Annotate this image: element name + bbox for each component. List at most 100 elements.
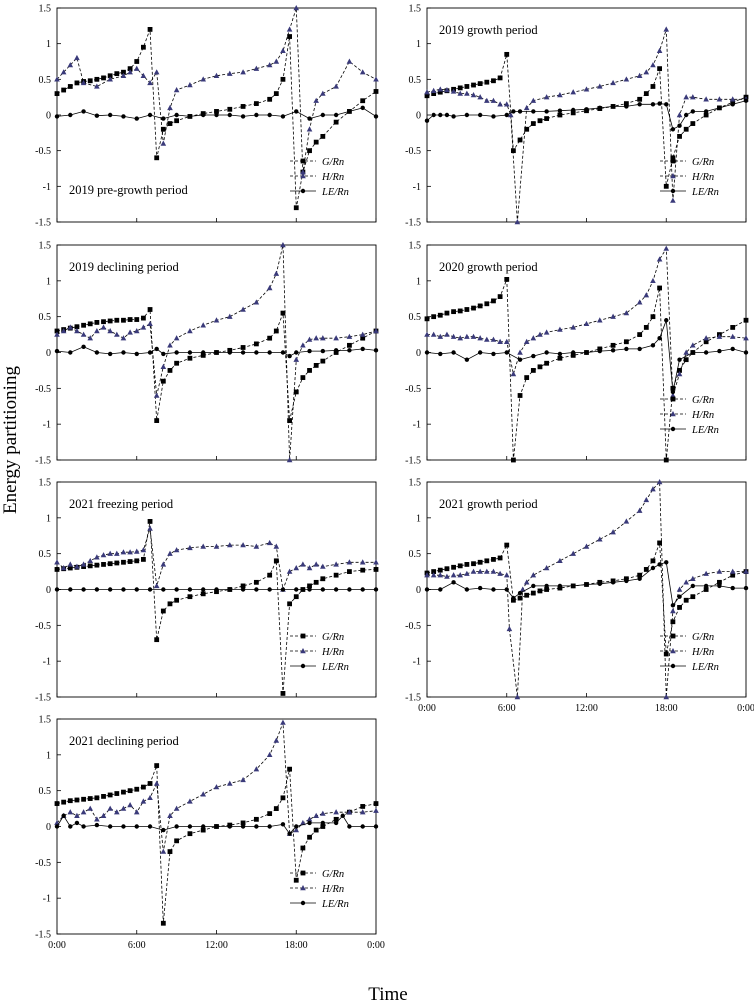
data-point-h <box>596 317 603 323</box>
data-point-h <box>153 780 160 786</box>
data-point-h <box>127 69 133 75</box>
data-point-le <box>511 595 516 601</box>
data-point-g <box>74 80 80 86</box>
data-point-h <box>470 568 477 574</box>
data-point-le <box>491 587 496 592</box>
x-tick-label: 0:00 <box>418 703 436 714</box>
data-point-g <box>121 559 126 565</box>
data-point-g <box>484 558 490 564</box>
data-point-le <box>451 114 456 119</box>
data-point-le <box>743 585 749 591</box>
panel-title: 2021 freezing period <box>69 497 174 511</box>
data-point-le <box>424 118 430 123</box>
legend-marker <box>670 648 676 654</box>
data-point-g <box>537 588 543 594</box>
data-point-g <box>670 619 676 625</box>
data-point-g <box>160 126 166 132</box>
data-point-g <box>273 558 279 564</box>
data-point-g <box>147 781 153 786</box>
data-point-g <box>457 563 463 569</box>
data-point-le <box>107 587 113 592</box>
data-point-g <box>360 804 366 809</box>
data-point-le <box>347 587 352 592</box>
data-point-h <box>703 335 709 341</box>
data-point-h <box>147 320 153 327</box>
data-point-le <box>187 114 193 119</box>
data-point-g <box>107 318 113 324</box>
data-point-h <box>703 96 709 102</box>
x-tick-label: 0:00 <box>48 940 66 951</box>
data-point-h <box>670 608 676 614</box>
data-point-h <box>94 328 100 334</box>
data-point-h <box>147 79 153 86</box>
legend-marker <box>670 633 676 639</box>
data-point-le <box>504 587 509 592</box>
data-point-le <box>491 114 496 119</box>
data-point-h <box>557 92 563 98</box>
data-point-h <box>444 573 450 579</box>
data-point-g <box>187 594 193 600</box>
data-point-g <box>333 119 339 125</box>
data-point-le <box>81 824 86 829</box>
data-point-le <box>424 587 430 592</box>
data-point-le <box>347 824 352 829</box>
x-tick-label: 18:00 <box>285 940 308 951</box>
data-point-g <box>160 920 166 926</box>
data-point-le <box>294 350 299 355</box>
data-point-le <box>517 109 523 114</box>
data-point-h <box>424 89 430 95</box>
panel-5: 1.5 1 0.5 0 -0.5 -1 -1.5 2021 freezing period G/… <box>35 478 379 704</box>
data-point-h <box>683 349 689 355</box>
data-point-h <box>320 810 326 816</box>
data-point-h <box>490 97 497 103</box>
data-point-h <box>114 550 120 556</box>
data-point-g <box>690 594 696 600</box>
data-point-le <box>360 587 365 592</box>
data-point-h <box>650 277 656 284</box>
data-point-h <box>286 457 293 463</box>
data-point-le <box>637 102 642 107</box>
data-point-h <box>437 572 444 578</box>
data-point-h <box>273 737 280 743</box>
data-point-g <box>200 827 206 833</box>
data-point-h <box>187 82 193 88</box>
data-point-h <box>583 543 590 549</box>
series-line-h <box>56 528 376 592</box>
data-point-h <box>280 719 286 725</box>
data-point-g <box>477 81 483 87</box>
data-point-g <box>313 827 319 833</box>
data-point-g <box>544 587 550 592</box>
data-point-h <box>373 559 379 565</box>
data-point-g <box>107 561 113 567</box>
data-point-g <box>174 838 180 844</box>
y-tick-label: 1.5 <box>409 478 422 489</box>
data-point-le <box>544 350 549 355</box>
data-point-le <box>683 112 689 118</box>
data-point-le <box>134 587 139 592</box>
y-tick-label: -0.5 <box>405 384 421 395</box>
data-point-h <box>464 90 470 96</box>
data-point-le <box>333 348 339 353</box>
panel-4: 1.5 1 0.5 0 -0.5 -1 -1.5 2020 growth period G/Rn… <box>405 241 749 467</box>
data-point-le <box>54 114 60 119</box>
data-point-g <box>524 592 530 598</box>
data-point-le <box>464 357 470 362</box>
data-point-g <box>677 368 682 373</box>
data-point-le <box>187 587 193 592</box>
data-point-le <box>134 351 139 357</box>
data-point-g <box>313 139 319 145</box>
data-point-le <box>307 820 312 826</box>
data-point-h <box>120 549 127 555</box>
data-point-g <box>544 360 550 366</box>
data-point-g <box>650 84 656 89</box>
data-point-g <box>333 572 339 578</box>
data-point-g <box>94 795 100 801</box>
data-point-g <box>280 795 286 801</box>
data-point-h <box>213 543 220 549</box>
data-point-le <box>214 824 219 829</box>
data-point-le <box>517 357 523 362</box>
data-point-h <box>120 805 127 811</box>
data-point-g <box>491 557 496 562</box>
y-tick-label: -1.5 <box>405 456 421 467</box>
data-point-h <box>140 324 147 330</box>
